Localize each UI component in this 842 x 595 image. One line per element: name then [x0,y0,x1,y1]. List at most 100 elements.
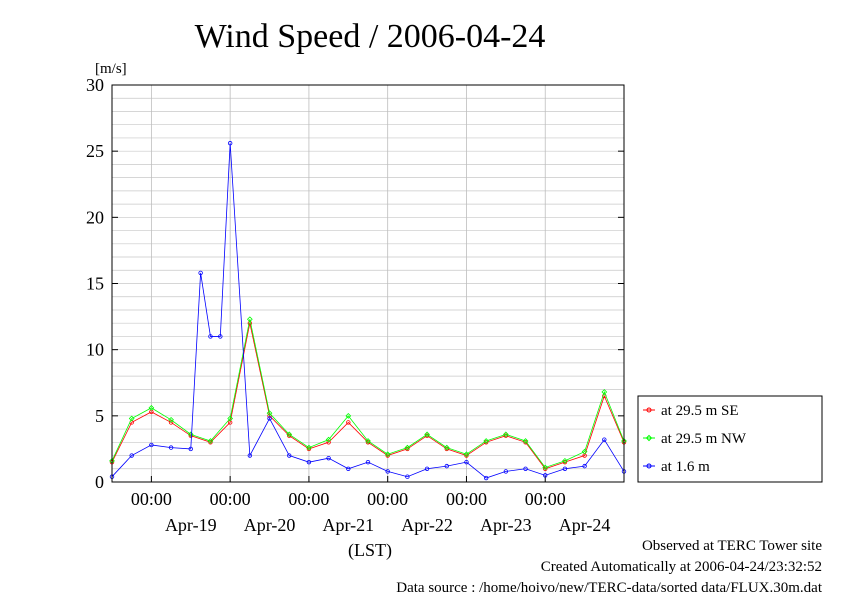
series-at-1-6-m [109,141,627,481]
data-point [464,459,469,465]
legend-label: at 29.5 m SE [661,403,739,419]
data-point [346,466,351,471]
data-point [286,431,293,438]
chart-title: Wind Speed / 2006-04-24 [195,18,546,55]
legend: at 29.5 m SE at 29.5 m NW at 1.6 m [637,395,823,483]
x-tick-date-label: Apr-21 [322,515,374,535]
y-tick-label: 10 [86,340,104,360]
x-tick-date-label: Apr-22 [401,515,453,535]
data-point [188,446,193,452]
y-axis-unit-label: [m/s] [95,61,127,77]
footer-site: Observed at TERC Tower site [642,538,822,554]
data-point [581,448,588,455]
data-point [385,469,390,474]
data-point [207,438,214,444]
data-point [483,475,489,481]
series-group [109,141,627,481]
data-point [542,464,549,471]
data-point [522,438,529,444]
data-point [198,270,203,276]
data-point [365,438,371,444]
data-point [424,431,430,438]
data-point [267,416,272,421]
y-axis-ticks: 0 5 10 15 20 25 30 [86,75,624,492]
data-point [227,141,233,146]
data-point [168,420,174,425]
legend-label: at 29.5 m NW [661,431,747,447]
plot-frame [111,84,625,483]
x-tick-time-label: 00:00 [446,489,487,509]
data-point [168,416,174,423]
series-at-29-5-m-nw [109,316,627,471]
data-point [326,440,331,445]
legend-box [637,395,823,483]
y-tick-label: 15 [86,274,104,294]
data-point [129,453,134,458]
data-point [582,463,587,469]
data-point [247,453,253,458]
footer-created: Created Automatically at 2006-04-24/23:3… [541,559,822,575]
x-tick-time-label: 00:00 [210,489,251,509]
data-point [405,474,410,479]
data-point [168,445,174,450]
data-point [326,455,331,461]
data-point [503,469,509,474]
data-point [443,444,450,451]
data-point [246,316,253,323]
x-tick-date-label: Apr-24 [559,515,611,535]
legend-swatch-marker [646,463,652,469]
data-point [483,438,490,444]
data-point [187,431,194,438]
data-point [503,433,509,438]
data-point [502,431,509,438]
series-line [111,323,625,470]
y-tick-label: 5 [95,406,104,426]
data-point [463,451,470,458]
series-line [111,143,625,479]
data-point [218,334,223,339]
data-point [287,453,292,458]
x-axis-ticks: 00:00 00:00 00:00 00:00 00:00 00:00 Apr-19 Apr-… [131,476,611,535]
data-point [365,459,371,465]
x-tick-time-label: 00:00 [288,489,329,509]
footer-source: Data source : /home/hoivo/new/TERC-data/… [396,580,823,595]
data-point [306,444,312,451]
data-point [345,412,352,419]
data-point [208,334,213,339]
data-point [601,389,608,395]
data-point [444,463,449,469]
data-point [562,466,568,471]
data-point [424,466,430,471]
x-tick-time-label: 00:00 [131,489,172,509]
data-point [543,473,548,478]
series-line [111,319,625,468]
data-point [227,415,234,422]
legend-swatch-marker [646,407,652,413]
x-tick-time-label: 00:00 [367,489,408,509]
x-axis-label: (LST) [348,540,392,561]
data-point [149,442,154,448]
data-point [325,436,332,443]
data-point [346,420,351,425]
data-point [306,459,312,465]
data-point [523,440,528,445]
data-point [523,466,528,471]
x-tick-date-label: Apr-20 [244,515,296,535]
data-point [562,459,568,465]
x-tick-time-label: 00:00 [525,489,566,509]
grid [112,85,624,482]
legend-swatch-marker [645,434,653,442]
series-at-29-5-m-se [109,321,627,471]
data-point [404,444,411,451]
y-tick-label: 0 [95,472,104,492]
legend-label: at 1.6 m [661,459,710,475]
y-tick-label: 25 [86,141,104,161]
data-point [602,437,607,442]
data-point [562,457,568,464]
x-tick-date-label: Apr-19 [165,515,217,535]
data-point [148,405,155,411]
y-tick-label: 20 [86,207,104,227]
x-tick-date-label: Apr-23 [480,515,532,535]
data-point [384,451,391,458]
